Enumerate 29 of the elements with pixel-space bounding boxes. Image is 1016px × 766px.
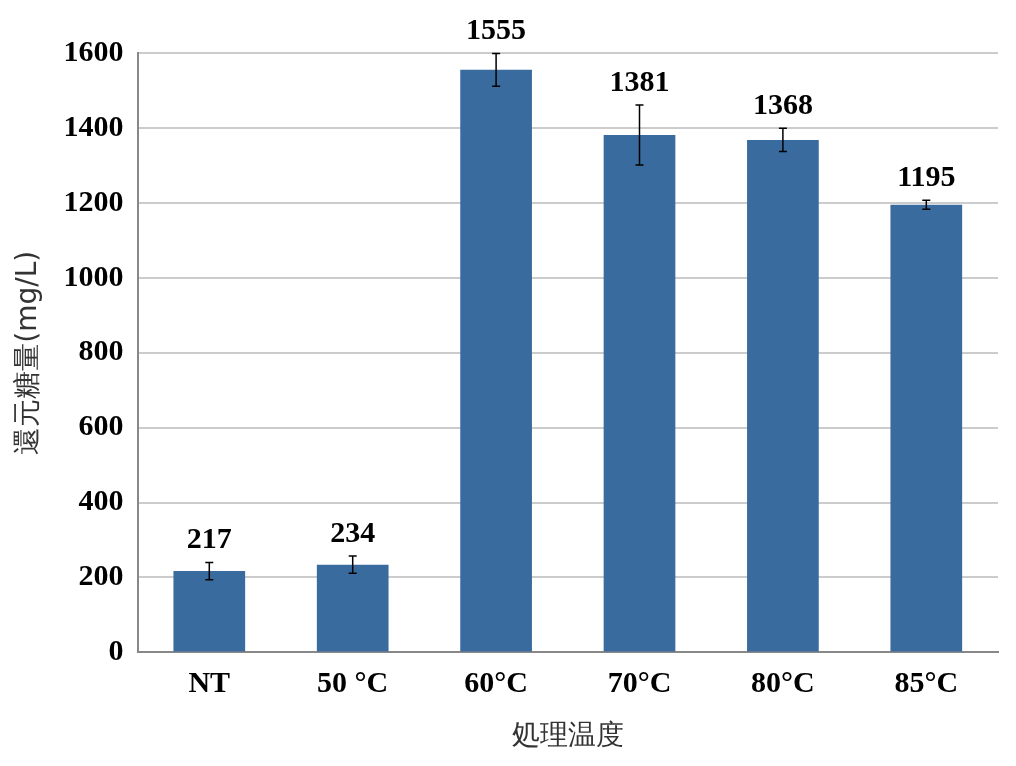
bar: [316, 564, 389, 652]
data-label: 1381: [609, 63, 670, 97]
y-tick-label: 1000: [63, 258, 124, 292]
x-tick-label: 80°C: [751, 665, 815, 699]
y-tick-label: 1200: [63, 183, 124, 217]
bar: [173, 571, 246, 652]
data-label: 1368: [752, 87, 813, 121]
x-tick-label: 70°C: [607, 665, 672, 699]
y-tick-label: 600: [78, 408, 124, 442]
y-tick-label: 200: [78, 558, 124, 592]
y-tick-label: 400: [78, 483, 124, 517]
bar: [890, 204, 963, 652]
x-axis-title: 処理温度: [511, 718, 624, 752]
data-label: 234: [330, 514, 376, 548]
y-tick-label: 1400: [63, 108, 124, 142]
y-axis-title: 還元糖量(mg/L): [10, 250, 44, 455]
x-tick-label: 60°C: [464, 665, 528, 699]
bar: [603, 135, 676, 652]
bar: [747, 139, 819, 652]
y-tick-label: 800: [78, 333, 124, 367]
data-label: 217: [186, 521, 232, 555]
data-label: 1555: [466, 12, 527, 46]
data-label: 1195: [897, 158, 956, 192]
x-tick-label: NT: [188, 665, 231, 699]
y-tick-label: 1600: [63, 33, 124, 67]
x-tick-label: 50 °C: [317, 665, 389, 699]
x-tick-label: 85°C: [894, 665, 959, 699]
y-tick-label: 0: [108, 633, 124, 667]
bar: [460, 69, 532, 652]
